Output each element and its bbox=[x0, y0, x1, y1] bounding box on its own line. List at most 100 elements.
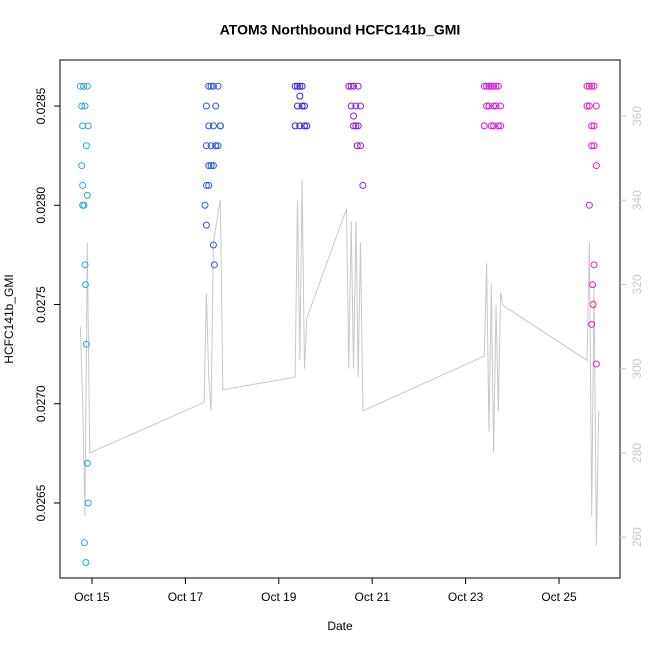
data-point bbox=[588, 142, 596, 150]
y-axis-label: HCFC141b_GMI bbox=[2, 274, 16, 363]
data-point bbox=[589, 281, 597, 289]
data-point bbox=[353, 142, 361, 150]
data-point bbox=[205, 122, 213, 130]
plot-box bbox=[59, 59, 621, 579]
data-point bbox=[345, 82, 353, 90]
data-point bbox=[350, 122, 358, 130]
data-point bbox=[492, 102, 500, 110]
data-point bbox=[207, 82, 215, 90]
data-point bbox=[303, 122, 311, 130]
data-point bbox=[588, 122, 596, 130]
y2-tick-label: 320 bbox=[630, 274, 644, 294]
data-point bbox=[81, 102, 89, 110]
data-point bbox=[588, 82, 596, 90]
data-point bbox=[589, 301, 597, 309]
y-tick-label: 0.0265 bbox=[34, 484, 48, 521]
data-line bbox=[79, 179, 600, 546]
y2-tick-label: 280 bbox=[630, 443, 644, 463]
data-point bbox=[298, 82, 306, 90]
data-point bbox=[84, 122, 92, 130]
data-point bbox=[293, 82, 301, 90]
data-point bbox=[79, 181, 87, 189]
data-point bbox=[202, 221, 210, 229]
data-point bbox=[76, 82, 84, 90]
y-tick-label: 0.0285 bbox=[34, 87, 48, 124]
data-point bbox=[494, 82, 502, 90]
data-point bbox=[300, 102, 308, 110]
data-point bbox=[205, 181, 213, 189]
data-point bbox=[487, 122, 495, 130]
data-point bbox=[590, 82, 598, 90]
data-point bbox=[202, 102, 210, 110]
data-point bbox=[291, 122, 299, 130]
data-point bbox=[214, 142, 222, 150]
x-tick-label: Oct 17 bbox=[168, 590, 204, 604]
data-point bbox=[82, 559, 90, 567]
data-point bbox=[590, 122, 598, 130]
data-point bbox=[352, 122, 360, 130]
data-point bbox=[296, 92, 304, 100]
data-point bbox=[209, 162, 217, 170]
data-point bbox=[300, 122, 308, 130]
data-point bbox=[209, 241, 217, 249]
data-point bbox=[79, 122, 87, 130]
data-point bbox=[82, 142, 90, 150]
data-point bbox=[490, 122, 498, 130]
x-tick-label: Oct 25 bbox=[541, 590, 577, 604]
data-point bbox=[585, 201, 593, 209]
data-point bbox=[296, 82, 304, 90]
data-point bbox=[212, 102, 220, 110]
x-tick-label: Oct 19 bbox=[261, 590, 297, 604]
data-point bbox=[585, 82, 593, 90]
data-point bbox=[83, 459, 91, 467]
data-point bbox=[209, 82, 217, 90]
data-point bbox=[205, 162, 213, 170]
data-point bbox=[83, 82, 91, 90]
data-point bbox=[583, 102, 591, 110]
data-point bbox=[83, 191, 91, 199]
data-point bbox=[293, 102, 301, 110]
x-tick-label: Oct 21 bbox=[355, 590, 391, 604]
data-point bbox=[497, 122, 505, 130]
y-tick-label: 0.0275 bbox=[34, 286, 48, 323]
data-point bbox=[298, 102, 306, 110]
data-point bbox=[592, 102, 600, 110]
data-point bbox=[350, 82, 358, 90]
data-point bbox=[84, 499, 92, 507]
data-point bbox=[590, 142, 598, 150]
data-point bbox=[205, 82, 213, 90]
data-point bbox=[352, 102, 360, 110]
data-point bbox=[209, 122, 217, 130]
data-point bbox=[590, 261, 598, 269]
y2-tick-label: 260 bbox=[630, 527, 644, 547]
data-point bbox=[212, 142, 220, 150]
data-point bbox=[492, 82, 500, 90]
data-point bbox=[214, 82, 222, 90]
data-point bbox=[490, 102, 498, 110]
x-tick-label: Oct 23 bbox=[448, 590, 484, 604]
data-point bbox=[201, 201, 209, 209]
data-point bbox=[350, 112, 358, 120]
data-point bbox=[485, 82, 493, 90]
data-point bbox=[490, 82, 498, 90]
data-point bbox=[583, 82, 591, 90]
data-point bbox=[357, 142, 365, 150]
y2-tick-label: 340 bbox=[630, 190, 644, 210]
data-point bbox=[585, 102, 593, 110]
data-point bbox=[354, 82, 362, 90]
y2-tick-label: 300 bbox=[630, 358, 644, 378]
x-axis-label: Date bbox=[327, 619, 353, 633]
data-point bbox=[202, 181, 210, 189]
data-point bbox=[592, 162, 600, 170]
data-point bbox=[291, 82, 299, 90]
data-point bbox=[485, 102, 493, 110]
data-point bbox=[487, 82, 495, 90]
data-point bbox=[480, 122, 488, 130]
data-point bbox=[82, 340, 90, 348]
data-point bbox=[216, 122, 224, 130]
data-point bbox=[80, 82, 88, 90]
data-point bbox=[78, 102, 86, 110]
data-point bbox=[483, 102, 491, 110]
data-point bbox=[588, 320, 596, 328]
data-point bbox=[483, 82, 491, 90]
